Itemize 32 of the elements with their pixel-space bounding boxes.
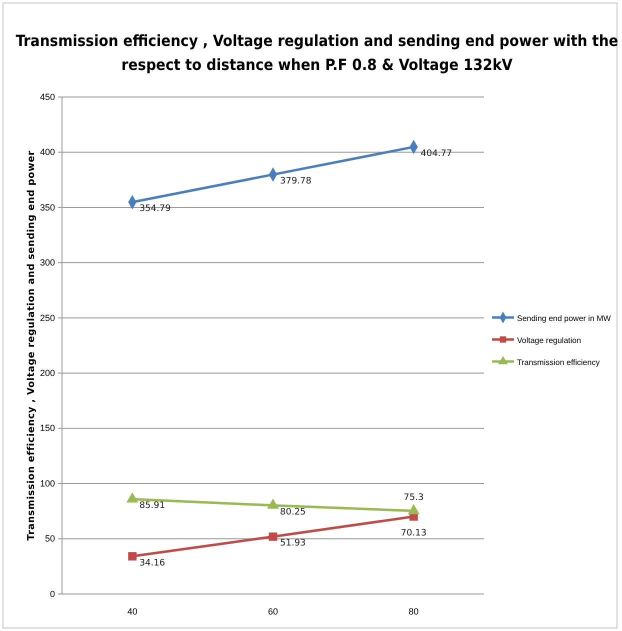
legend-label: Sending end power in MW bbox=[517, 314, 612, 323]
y-tick-label: 200 bbox=[40, 368, 55, 378]
data-label: 80.25 bbox=[280, 507, 306, 518]
data-label: 379.78 bbox=[280, 176, 312, 187]
y-tick-label: 300 bbox=[40, 258, 55, 268]
point bbox=[126, 492, 138, 503]
y-tick-label: 350 bbox=[40, 202, 55, 212]
data-label: 34.16 bbox=[139, 558, 166, 568]
data-label: 70.13 bbox=[400, 528, 427, 539]
data-label: 354.79 bbox=[139, 204, 172, 214]
y-tick-label: 250 bbox=[40, 312, 55, 323]
point bbox=[267, 498, 279, 509]
y-tick-label: 0 bbox=[50, 588, 55, 599]
y-tick-label: 400 bbox=[40, 147, 55, 158]
legend-label: Transmission efficiency bbox=[517, 358, 600, 367]
x-tick-label: 80 bbox=[408, 606, 419, 616]
y-tick-label: 50 bbox=[44, 534, 55, 544]
y-tick-label: 100 bbox=[40, 478, 55, 488]
y-tick-label: 450 bbox=[40, 92, 55, 102]
chart-title: Transmission efficiency , Voltage regulation and sending end power with the respect to distance when P.F 0.8 & Voltage 132kV bbox=[16, 32, 618, 74]
point bbox=[408, 504, 420, 514]
x-tick-label: 40 bbox=[127, 606, 138, 616]
point bbox=[268, 532, 278, 541]
y-axis-title: Transmission efficiency , Voltage regulation and sending end power bbox=[26, 150, 37, 541]
x-tick-label: 60 bbox=[268, 606, 278, 616]
data-label: 75.3 bbox=[404, 492, 424, 503]
point bbox=[128, 552, 137, 560]
data-label: 51.93 bbox=[280, 538, 306, 549]
legend-label: Voltage regulation bbox=[517, 336, 582, 345]
data-label: 404.77 bbox=[420, 148, 452, 159]
y-tick-label: 150 bbox=[40, 423, 55, 434]
data-label: 85.91 bbox=[139, 501, 166, 512]
